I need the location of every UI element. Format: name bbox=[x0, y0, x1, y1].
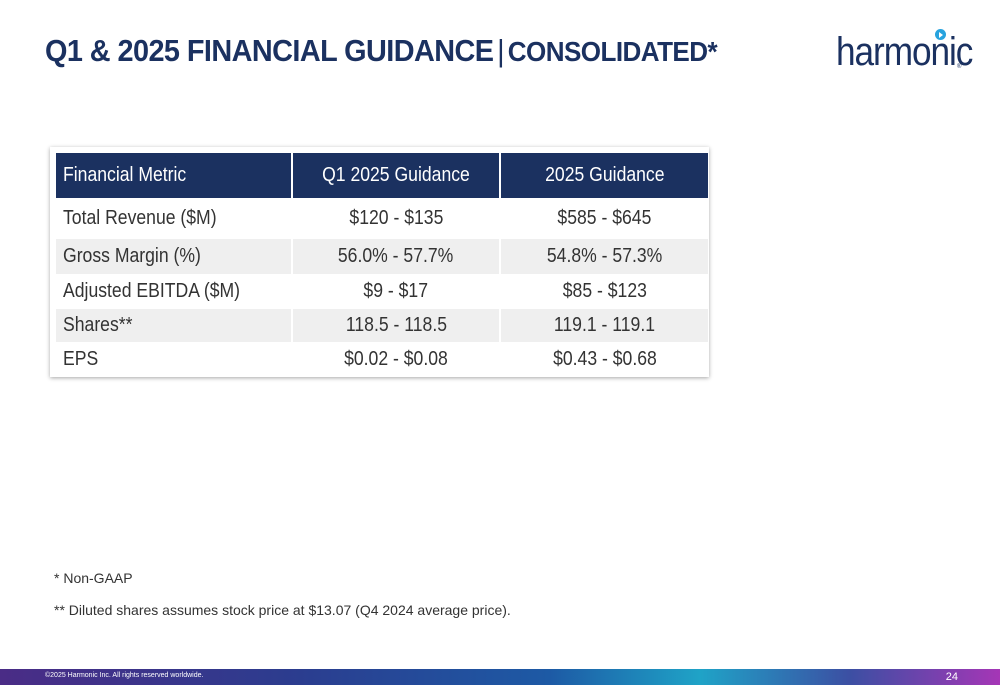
annual-guidance-cell: 54.8% - 57.3% bbox=[500, 239, 708, 274]
footnote-non-gaap: * Non-GAAP bbox=[54, 570, 133, 586]
title-main: Q1 & 2025 FINANCIAL GUIDANCE bbox=[45, 33, 494, 68]
annual-guidance-cell: 119.1 - 119.1 bbox=[500, 309, 708, 342]
guidance-table: Financial Metric Q1 2025 Guidance 2025 G… bbox=[56, 153, 708, 377]
title-separator: | bbox=[497, 33, 505, 68]
metric-cell: Total Revenue ($M) bbox=[56, 198, 293, 239]
q1-guidance-cell: 56.0% - 57.7% bbox=[292, 239, 501, 274]
copyright-text: ©2025 Harmonic Inc. All rights reserved … bbox=[45, 672, 204, 679]
q1-guidance-cell: $120 - $135 bbox=[292, 198, 501, 239]
play-icon bbox=[935, 29, 946, 40]
footer-bar: ©2025 Harmonic Inc. All rights reserved … bbox=[0, 669, 1000, 685]
title-subtitle: CONSOLIDATED* bbox=[507, 36, 718, 67]
table-row: Total Revenue ($M) $120 - $135 $585 - $6… bbox=[56, 198, 708, 239]
q1-guidance-cell: 118.5 - 118.5 bbox=[292, 309, 501, 342]
registered-mark: ® bbox=[957, 64, 962, 70]
footnote-diluted-shares: ** Diluted shares assumes stock price at… bbox=[54, 602, 511, 618]
metric-cell: Gross Margin (%) bbox=[56, 239, 293, 274]
column-header-q1-2025: Q1 2025 Guidance bbox=[292, 153, 501, 198]
table-row: Shares** 118.5 - 118.5 119.1 - 119.1 bbox=[56, 309, 708, 342]
annual-guidance-cell: $85 - $123 bbox=[562, 280, 647, 302]
q1-guidance-cell: $0.02 - $0.08 bbox=[292, 342, 501, 377]
annual-guidance-cell: $0.43 - $0.68 bbox=[552, 348, 657, 370]
annual-guidance-cell: $585 - $645 bbox=[557, 207, 652, 229]
guidance-table-card: Financial Metric Q1 2025 Guidance 2025 G… bbox=[50, 147, 709, 377]
table-header-row: Financial Metric Q1 2025 Guidance 2025 G… bbox=[56, 153, 708, 198]
column-header-metric: Financial Metric bbox=[56, 153, 293, 198]
column-header-2025: 2025 Guidance bbox=[500, 153, 708, 198]
metric-cell: Shares** bbox=[56, 309, 293, 342]
metric-cell: Adjusted EBITDA ($M) bbox=[56, 274, 293, 309]
table-row: Gross Margin (%) 56.0% - 57.7% 54.8% - 5… bbox=[56, 239, 708, 274]
harmonic-logo: harmonic ® bbox=[836, 28, 973, 80]
logo-text: harmonic bbox=[836, 30, 973, 74]
q1-guidance-cell: $9 - $17 bbox=[292, 274, 501, 309]
table-row: EPS $0.02 - $0.08 $0.43 - $0.68 bbox=[56, 342, 708, 377]
metric-cell: EPS bbox=[56, 342, 293, 377]
page-title: Q1 & 2025 FINANCIAL GUIDANCE | CONSOLIDATE… bbox=[45, 33, 718, 69]
table-row: Adjusted EBITDA ($M) $9 - $17 $85 - $123 bbox=[56, 274, 708, 309]
page-number: 24 bbox=[945, 671, 958, 683]
